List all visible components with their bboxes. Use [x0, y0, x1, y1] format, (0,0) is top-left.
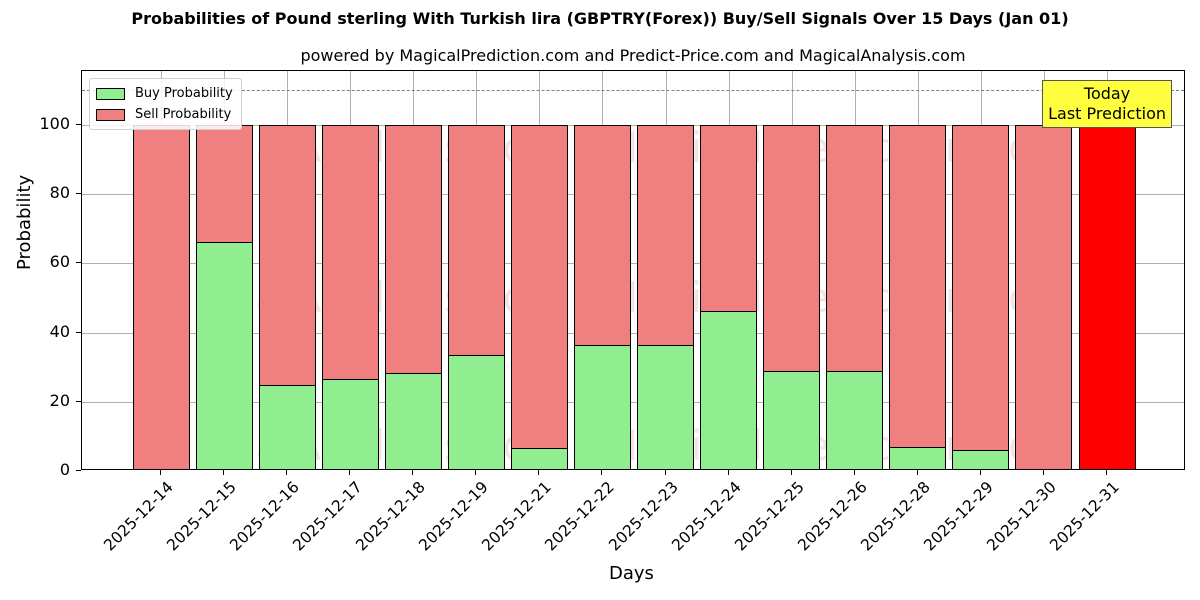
y-tick-label: 0 [59, 460, 70, 479]
y-tick-mark [76, 331, 81, 333]
bar-sell-2025-12-25 [763, 125, 821, 373]
gridline-y [82, 125, 1184, 126]
y-tick-label: 100 [39, 114, 70, 133]
y-tick-label: 60 [49, 252, 70, 272]
x-tick-mark [1042, 470, 1044, 475]
bar-buy-2025-12-28 [889, 447, 947, 469]
x-tick-mark [475, 470, 477, 475]
gridline-y [82, 194, 1184, 196]
bar-sell-2025-12-22 [573, 125, 631, 347]
y-tick-mark [76, 400, 81, 402]
bar-sell-2025-12-21 [510, 125, 568, 450]
y-tick-mark [76, 193, 81, 195]
x-tick-mark [601, 470, 603, 475]
buy-swatch-icon [96, 87, 125, 100]
x-tick-mark [160, 470, 161, 475]
bar-buy-2025-12-15 [195, 241, 253, 469]
bar-buy-2025-12-29 [952, 449, 1010, 469]
legend-item-buy: Buy Probability [96, 83, 233, 104]
x-tick-mark [979, 470, 981, 475]
x-tick-mark [853, 470, 855, 475]
x-axis-label: Days [609, 563, 654, 584]
y-tick-label: 40 [49, 321, 70, 341]
bar-sell-2025-12-26 [826, 125, 884, 373]
bar-buy-2025-12-26 [826, 371, 884, 469]
plot-area: MagicalAnalysis.comMagicalPrediction.com… [81, 70, 1185, 470]
bar-sell-2025-12-31 [1078, 125, 1136, 469]
bar-buy-2025-12-21 [510, 448, 568, 469]
x-tick-mark [916, 470, 918, 475]
chart-subtitle: powered by MagicalPrediction.com and Pre… [300, 46, 966, 65]
today-annotation: Today Last Prediction [1042, 80, 1172, 128]
bar-sell-2025-12-24 [700, 125, 758, 312]
bar-buy-2025-12-18 [384, 373, 442, 469]
sell-swatch-icon [96, 108, 125, 121]
x-tick-mark [727, 470, 729, 475]
x-tick-mark [538, 470, 540, 475]
bar-buy-2025-12-24 [700, 310, 758, 469]
bar-sell-2025-12-19 [447, 125, 505, 357]
gridline-y [82, 332, 1184, 334]
reference-line [82, 90, 1184, 92]
x-tick-mark [664, 470, 666, 475]
annotation-line-2: Last Prediction [1048, 104, 1166, 123]
legend-item-sell: Sell Probability [96, 104, 233, 125]
bar-buy-2025-12-16 [258, 385, 316, 469]
bar-buy-2025-12-22 [573, 345, 631, 469]
bar-buy-2025-12-25 [763, 371, 821, 469]
bar-sell-2025-12-14 [132, 125, 190, 469]
x-tick-mark [1106, 470, 1108, 475]
gridline-y [82, 401, 1184, 403]
chart-title: Probabilities of Pound sterling With Tur… [131, 9, 1069, 28]
bar-sell-2025-12-28 [889, 125, 947, 449]
y-tick-label: 80 [49, 183, 70, 203]
y-tick-label: 20 [49, 390, 70, 410]
gridline-y [82, 263, 1184, 265]
bar-sell-2025-12-29 [952, 125, 1010, 451]
bar-sell-2025-12-23 [637, 125, 695, 347]
bar-buy-2025-12-23 [637, 345, 695, 469]
legend-label-buy: Buy Probability [135, 86, 233, 101]
y-tick-mark [76, 470, 81, 471]
x-tick-mark [286, 470, 288, 475]
x-tick-mark [412, 470, 414, 475]
bar-sell-2025-12-18 [384, 125, 442, 375]
x-tick-mark [790, 470, 792, 475]
bar-sell-2025-12-16 [258, 125, 316, 387]
y-tick-mark [76, 262, 81, 264]
bar-buy-2025-12-19 [447, 355, 505, 469]
bar-buy-2025-12-17 [321, 379, 379, 469]
x-tick-mark [349, 470, 351, 475]
annotation-line-1: Today [1083, 84, 1131, 103]
y-tick-mark [76, 124, 81, 125]
legend: Buy Probability Sell Probability [89, 78, 242, 130]
legend-label-sell: Sell Probability [135, 107, 232, 122]
bar-sell-2025-12-17 [321, 125, 379, 381]
bar-sell-2025-12-30 [1015, 125, 1073, 469]
x-tick-mark [223, 470, 225, 475]
bar-sell-2025-12-15 [195, 125, 253, 243]
